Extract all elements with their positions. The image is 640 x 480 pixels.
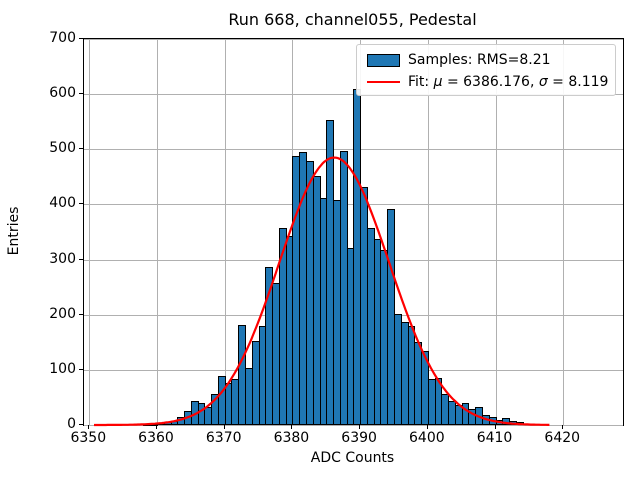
y-tick-label: 700 <box>49 30 76 46</box>
x-axis-label: ADC Counts <box>310 450 395 466</box>
x-tick-mark <box>88 425 90 429</box>
y-tick-mark <box>79 203 83 205</box>
y-tick-label: 500 <box>49 140 76 157</box>
x-tick-label: 6410 <box>476 430 513 446</box>
y-tick-mark <box>79 424 83 425</box>
fit-line-icon <box>367 81 400 83</box>
x-tick-label: 6350 <box>70 430 107 446</box>
chart-title: Run 668, channel055, Pedestal <box>228 10 477 29</box>
y-tick-mark <box>79 93 83 95</box>
legend: Samples: RMS=8.21 Fit: μ = 6386.176, σ =… <box>356 44 616 96</box>
y-tick-label: 100 <box>49 360 76 377</box>
x-tick-mark <box>562 425 564 429</box>
samples-swatch-icon <box>367 53 400 67</box>
legend-entry-samples: Samples: RMS=8.21 <box>367 51 551 69</box>
x-gridline <box>157 39 158 425</box>
x-tick-mark <box>156 425 157 429</box>
y-tick-mark <box>79 38 83 39</box>
y-gridline <box>84 39 623 40</box>
x-gridline <box>89 39 91 425</box>
x-tick-label: 6420 <box>544 430 581 446</box>
x-tick-label: 6370 <box>205 430 242 446</box>
legend-fit-label: Fit: μ = 6386.176, σ = 8.119 <box>408 74 609 90</box>
x-tick-label: 6360 <box>138 430 174 446</box>
legend-entry-fit: Fit: μ = 6386.176, σ = 8.119 <box>367 73 608 91</box>
y-tick-mark <box>79 148 83 150</box>
x-tick-mark <box>223 425 225 429</box>
x-tick-mark <box>426 425 428 429</box>
y-tick-mark <box>79 313 83 315</box>
x-gridline <box>563 39 565 425</box>
x-tick-mark <box>359 425 361 429</box>
y-gridline <box>84 425 623 426</box>
plot-area: Samples: RMS=8.21 Fit: μ = 6386.176, σ =… <box>83 38 624 427</box>
y-tick-label: 600 <box>49 85 76 102</box>
x-tick-label: 6380 <box>273 430 310 446</box>
x-tick-label: 6390 <box>341 430 377 446</box>
y-tick-label: 400 <box>49 195 76 212</box>
x-gridline <box>495 39 497 425</box>
y-tick-mark <box>79 258 83 260</box>
y-axis-label: Entries <box>6 206 22 256</box>
x-tick-mark <box>494 425 496 429</box>
y-tick-mark <box>79 368 83 370</box>
legend-samples-label: Samples: RMS=8.21 <box>408 52 551 68</box>
y-tick-label: 200 <box>49 305 76 322</box>
y-tick-label: 300 <box>49 250 76 267</box>
x-tick-label: 6400 <box>409 430 445 446</box>
x-gridline <box>224 39 226 425</box>
gaussian-fit-curve <box>94 156 550 427</box>
x-tick-mark <box>291 425 293 429</box>
x-gridline <box>427 39 429 425</box>
y-tick-label: 0 <box>67 416 76 432</box>
